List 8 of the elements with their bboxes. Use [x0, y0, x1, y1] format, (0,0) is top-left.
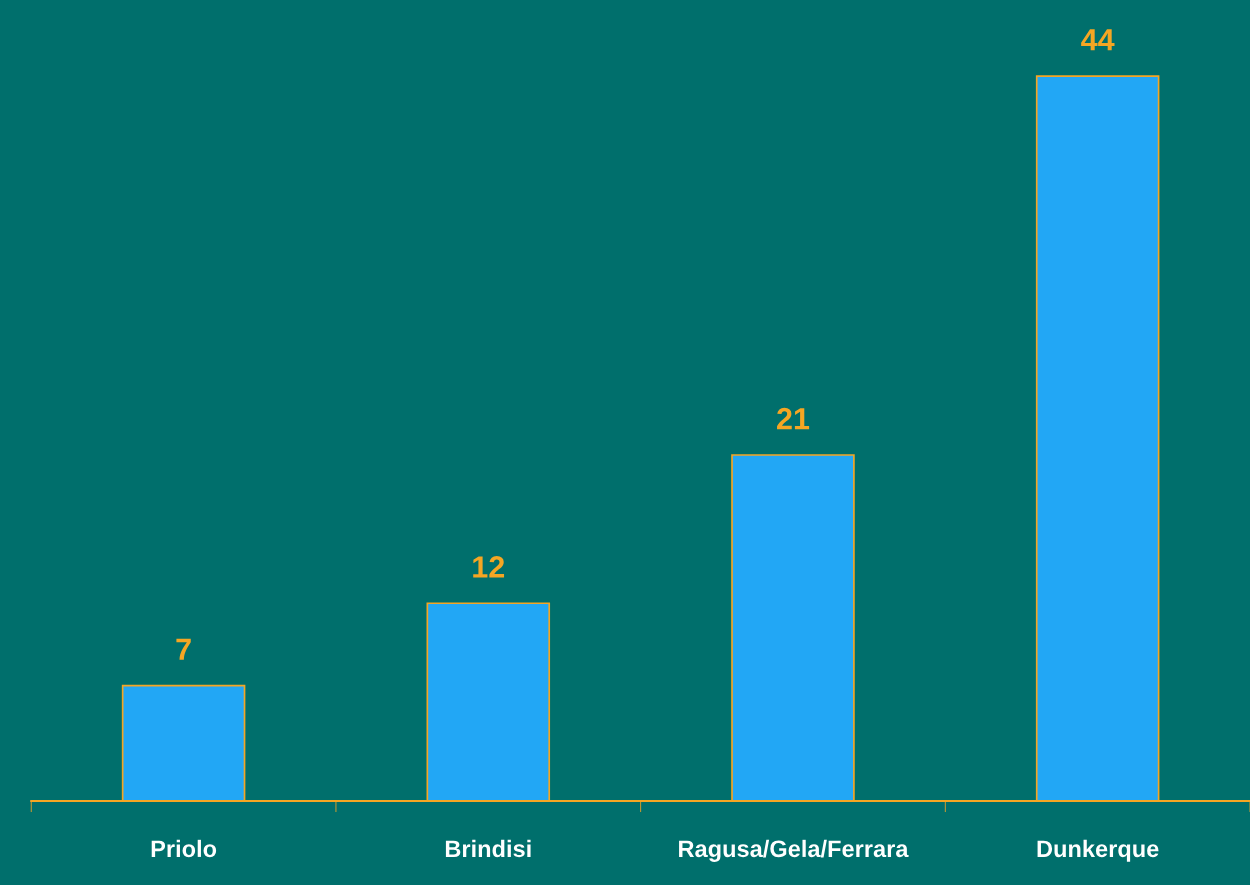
data-label: 7 — [176, 638, 191, 660]
x-tick-label: Brindisi — [445, 839, 531, 858]
data-label: 12 — [473, 556, 505, 578]
data-label: 21 — [777, 407, 810, 430]
x-tick-label: Priolo — [151, 839, 217, 858]
data-label: 44 — [1081, 29, 1115, 51]
x-tick-label: Ragusa/Gela/Ferrara — [679, 839, 909, 862]
x-tick-label: Dunkerque — [1037, 839, 1159, 862]
